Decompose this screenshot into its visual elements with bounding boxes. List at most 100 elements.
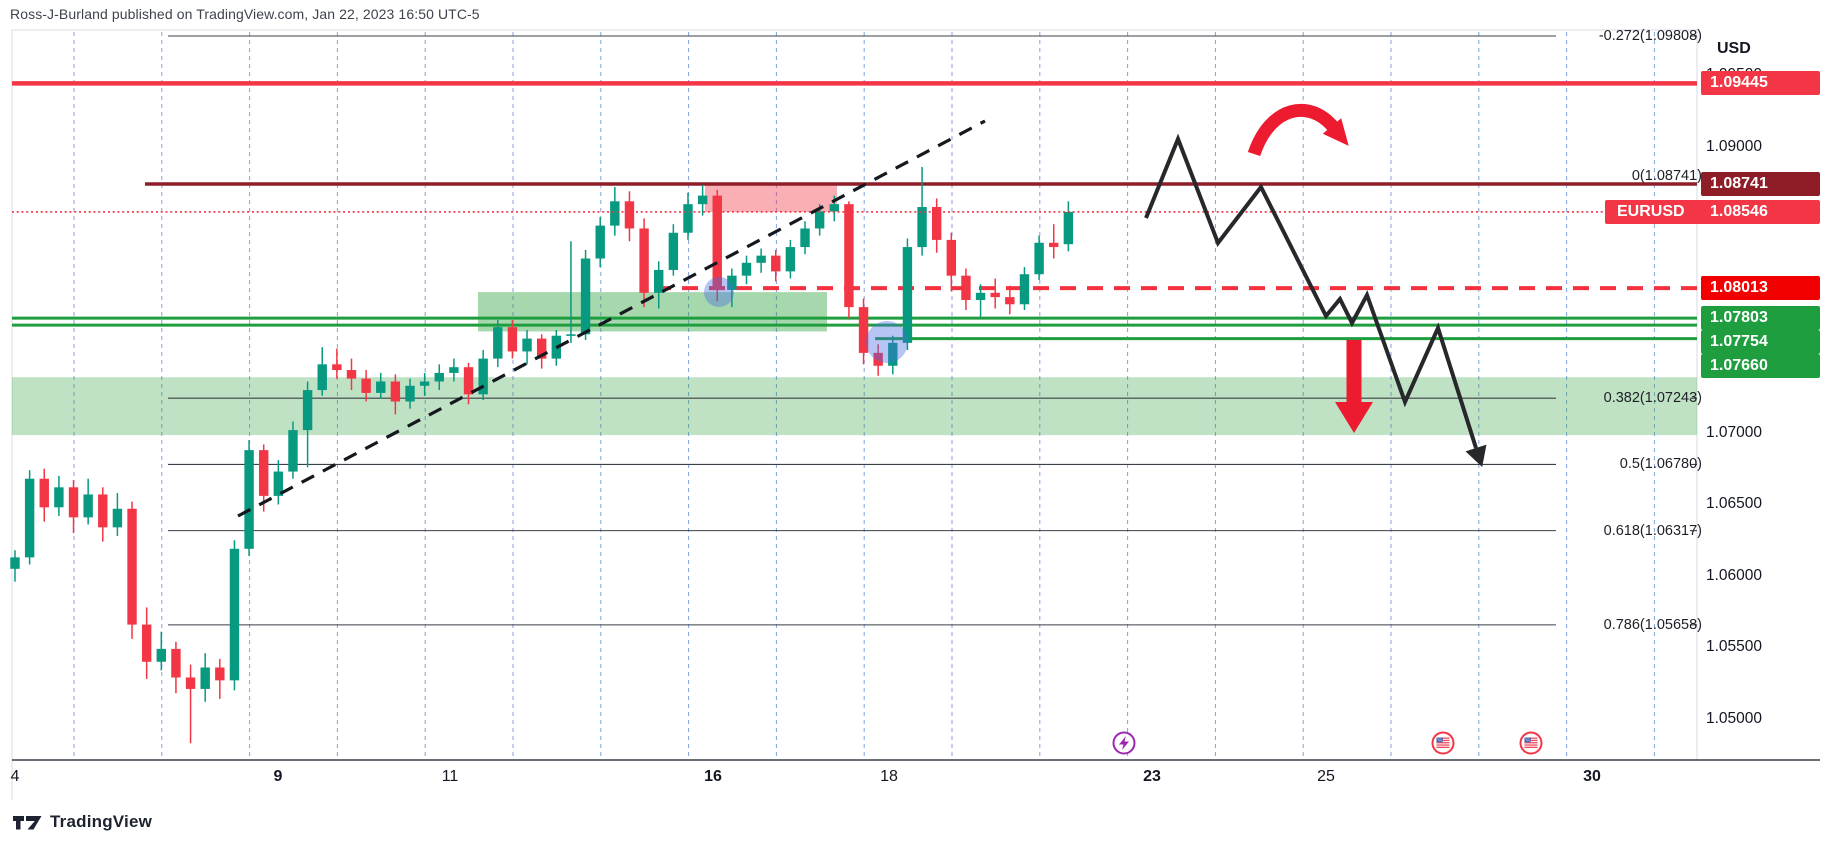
event-icon-us-flag[interactable] — [1519, 731, 1543, 755]
candle-body — [463, 367, 474, 395]
highlight-circle[interactable] — [866, 321, 908, 363]
price-level-badge: 1.07803 — [1701, 306, 1820, 331]
tradingview-watermark[interactable]: TradingView — [12, 812, 152, 832]
candle-body — [259, 450, 269, 496]
candle-body — [844, 204, 854, 308]
candle-body — [595, 225, 605, 259]
candle-body — [683, 204, 693, 233]
candle-body — [141, 624, 152, 662]
event-icon-us-flag[interactable] — [1431, 731, 1455, 755]
candle-body — [771, 255, 781, 272]
date-tick-label: 16 — [704, 768, 722, 785]
highlight-circle[interactable] — [704, 277, 734, 307]
candle-body — [200, 667, 210, 689]
candle-body — [346, 370, 357, 379]
candle-body — [434, 372, 444, 382]
candle-body — [244, 450, 254, 549]
candle-body — [668, 232, 679, 270]
candle-body — [888, 342, 898, 366]
candle-body — [1019, 274, 1030, 305]
candle-body — [507, 327, 518, 352]
candle-body — [449, 367, 459, 373]
quote-currency-label: USD — [1717, 40, 1751, 57]
candle-body — [712, 195, 722, 290]
candle-body — [54, 487, 64, 508]
candle-body — [83, 494, 93, 518]
candle-body — [931, 207, 942, 240]
price-level-badge: 1.08741 — [1701, 172, 1820, 196]
candle-body — [1005, 297, 1015, 305]
candle-body — [10, 557, 20, 569]
fib-level-label: 0.382(1.07243) — [1603, 390, 1702, 407]
fib-level-label: 0.786(1.05658) — [1603, 616, 1702, 633]
candle-body — [1063, 211, 1074, 245]
price-level-badge: 1.07754 — [1701, 330, 1820, 354]
candlesticks — [10, 166, 1074, 744]
price-level-badge: 1.09445 — [1701, 71, 1820, 96]
candle-body — [727, 275, 737, 290]
candle-body — [1049, 242, 1059, 248]
candle-body — [376, 381, 386, 393]
candle-body — [654, 269, 664, 293]
price-level-badge: 1.08013 — [1701, 276, 1820, 301]
symbol-price-badge: EURUSD 1.08546 — [1605, 199, 1820, 224]
candle-body — [961, 275, 971, 300]
candle-body — [361, 378, 371, 393]
candle-body — [858, 307, 869, 353]
candle-body — [990, 292, 1000, 298]
demand-zone-lower — [12, 377, 1697, 436]
tradingview-logo-icon — [13, 815, 42, 829]
projection-arrowhead-icon — [1465, 444, 1487, 468]
candle-body — [332, 364, 342, 371]
fib-level-label: 0.5(1.06780) — [1619, 456, 1702, 473]
candle-body — [580, 258, 591, 335]
candle-body — [112, 508, 123, 528]
candle-body — [522, 338, 532, 352]
analyst-drawings[interactable] — [237, 103, 1493, 518]
price-tick-label: 1.07000 — [1706, 423, 1763, 441]
candle-body — [1034, 242, 1044, 275]
candle-body — [171, 648, 181, 678]
horizontal-price-lines[interactable] — [12, 81, 1697, 341]
candle-body — [302, 390, 313, 431]
candle-body — [215, 667, 225, 681]
candle-body — [741, 262, 752, 276]
symbol-label: EURUSD — [1617, 202, 1685, 220]
bearish-projection-zigzag[interactable] — [1144, 133, 1478, 449]
fib-retracement-lines[interactable] — [168, 35, 1697, 626]
price-level-badge: 1.07660 — [1701, 354, 1820, 378]
red-down-arrow-shaft[interactable] — [1346, 340, 1362, 402]
candle-body — [873, 352, 883, 366]
candle-body — [405, 385, 415, 402]
candle-body — [493, 327, 503, 359]
candle-body — [68, 487, 79, 518]
fib-level-label: 0(1.08741) — [1631, 168, 1702, 184]
date-tick-label: 18 — [880, 768, 898, 785]
candle-body — [946, 239, 957, 276]
supply-demand-zones — [12, 184, 1697, 436]
candle-body — [610, 201, 620, 226]
event-icon-lightning[interactable] — [1112, 731, 1136, 755]
candle-body — [98, 494, 108, 528]
price-tick-label: 1.05000 — [1706, 709, 1763, 727]
candle-body — [697, 195, 708, 205]
price-tick-label: 1.06500 — [1706, 495, 1763, 513]
ascending-trendline[interactable] — [237, 119, 986, 518]
candle-body — [829, 204, 839, 212]
candle-body — [419, 381, 430, 386]
supply-zone — [705, 184, 837, 213]
candle-body — [566, 334, 576, 336]
candle-body — [756, 255, 766, 263]
candle-body — [156, 648, 166, 662]
date-tick-label: 4 — [10, 768, 20, 785]
fib-level-label: -0.272(1.09808) — [1598, 28, 1702, 44]
red-curved-arrow[interactable] — [1247, 103, 1340, 157]
candle-body — [39, 478, 49, 508]
candle-body — [317, 364, 327, 391]
candle-body — [288, 430, 298, 472]
fib-level-label: 0.618(1.06317) — [1603, 522, 1702, 539]
candle-body — [800, 228, 810, 248]
price-tick-label: 1.06000 — [1706, 566, 1763, 584]
